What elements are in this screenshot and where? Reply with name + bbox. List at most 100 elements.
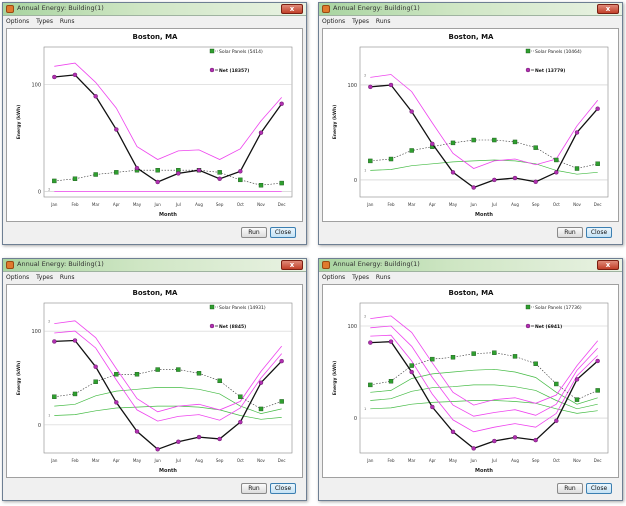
x-tick-label: Oct bbox=[553, 202, 560, 207]
solar-point bbox=[52, 178, 57, 184]
solar-point bbox=[533, 145, 538, 150]
net-point bbox=[93, 94, 98, 99]
chart-title: Boston, MA bbox=[449, 33, 495, 41]
solar-point bbox=[279, 399, 284, 404]
energy-chart: Boston, MA 0 100 Jan Feb Mar Apr May Jun Jul Aug Se… bbox=[16, 289, 293, 474]
window-titlebar[interactable]: Annual Energy: Building(1) x bbox=[319, 3, 622, 16]
series-line-solar bbox=[370, 352, 598, 400]
solar-point bbox=[368, 382, 373, 388]
menu-runs[interactable]: Runs bbox=[375, 18, 391, 25]
run-button[interactable]: Run bbox=[241, 227, 267, 238]
solar-point bbox=[258, 406, 264, 412]
menu-options[interactable]: Options bbox=[6, 18, 30, 25]
solar-point bbox=[52, 394, 57, 399]
chart-title: Boston, MA bbox=[133, 33, 179, 41]
menu-types[interactable]: Types bbox=[352, 18, 369, 25]
window-titlebar[interactable]: Annual Energy: Building(1) x bbox=[319, 259, 622, 272]
menu-options[interactable]: Options bbox=[322, 18, 346, 25]
y-axis-label: Energy (kWh) bbox=[16, 361, 22, 396]
legend-solar-label: Solar Panels (17736) bbox=[535, 305, 582, 311]
net-point bbox=[72, 338, 78, 343]
menu-runs[interactable]: Runs bbox=[59, 274, 75, 281]
net-point bbox=[238, 419, 243, 425]
x-tick-label: May bbox=[449, 202, 458, 207]
close-button[interactable]: Close bbox=[270, 483, 296, 494]
series-number-label: 2 bbox=[364, 73, 366, 77]
x-tick-label: Oct bbox=[237, 458, 244, 463]
x-tick-label: Sep bbox=[216, 202, 224, 207]
net-point bbox=[554, 170, 559, 175]
solar-point bbox=[238, 394, 243, 399]
window-close-icon[interactable]: x bbox=[597, 4, 619, 14]
solar-point bbox=[492, 137, 497, 143]
close-button[interactable]: Close bbox=[586, 227, 612, 238]
plot-frame bbox=[43, 46, 293, 198]
menu-types[interactable]: Types bbox=[352, 274, 369, 281]
net-point bbox=[279, 358, 284, 364]
series-line-net bbox=[370, 84, 599, 189]
window-close-icon[interactable]: x bbox=[281, 260, 303, 270]
net-point bbox=[492, 177, 497, 183]
app-icon bbox=[322, 261, 330, 269]
run-button[interactable]: Run bbox=[241, 483, 267, 494]
menu-runs[interactable]: Runs bbox=[375, 274, 391, 281]
run-button[interactable]: Run bbox=[557, 227, 583, 238]
legend-net-swatch bbox=[209, 67, 215, 73]
solar-point bbox=[279, 180, 284, 186]
net-point bbox=[595, 358, 600, 364]
menu-runs[interactable]: Runs bbox=[59, 18, 75, 25]
menu-types[interactable]: Types bbox=[36, 18, 53, 25]
close-button[interactable]: Close bbox=[586, 483, 612, 494]
run-button[interactable]: Run bbox=[557, 483, 583, 494]
solar-point bbox=[388, 379, 394, 384]
energy-window-1: Annual Energy: Building(1) x Options Typ… bbox=[2, 2, 307, 245]
solar-point bbox=[217, 170, 222, 175]
energy-window-2: Annual Energy: Building(1) x Options Typ… bbox=[318, 2, 623, 245]
net-point bbox=[238, 169, 243, 174]
series-line-net bbox=[370, 341, 599, 450]
x-tick-label: Apr bbox=[113, 202, 120, 207]
series-number-label: 1 bbox=[364, 407, 366, 411]
y-axis-label: Energy (kWh) bbox=[16, 105, 22, 140]
x-tick-label: May bbox=[449, 458, 458, 463]
solar-point bbox=[196, 371, 202, 376]
y-tick-label: 100 bbox=[31, 329, 41, 335]
net-point bbox=[450, 429, 456, 435]
net-point bbox=[471, 446, 476, 451]
solar-point bbox=[595, 388, 600, 393]
y-tick-label: 0 bbox=[38, 190, 41, 196]
net-point bbox=[258, 380, 264, 385]
net-point bbox=[155, 447, 160, 452]
solar-point bbox=[554, 157, 559, 163]
window-close-icon[interactable]: x bbox=[281, 4, 303, 14]
plot-frame bbox=[359, 302, 609, 454]
x-tick-label: Jan bbox=[366, 458, 374, 463]
close-button[interactable]: Close bbox=[270, 227, 296, 238]
x-tick-label: Apr bbox=[429, 202, 436, 207]
menu-options[interactable]: Options bbox=[6, 274, 30, 281]
menu-types[interactable]: Types bbox=[36, 274, 53, 281]
net-point bbox=[155, 179, 160, 185]
series-line-solar-thin bbox=[54, 387, 282, 414]
solar-point bbox=[450, 355, 456, 360]
solar-point bbox=[72, 391, 78, 397]
legend-solar-label: Solar Panels (10464) bbox=[535, 49, 582, 55]
solar-point bbox=[471, 137, 476, 143]
window-titlebar[interactable]: Annual Energy: Building(1) x bbox=[3, 3, 306, 16]
y-tick-label: 100 bbox=[347, 83, 357, 89]
menu-bar: Options Types Runs bbox=[319, 273, 622, 283]
x-tick-label: Feb bbox=[387, 202, 395, 207]
plot-frame bbox=[43, 302, 293, 454]
x-tick-label: May bbox=[133, 202, 142, 207]
x-tick-label: Oct bbox=[553, 458, 560, 463]
x-tick-label: Mar bbox=[92, 458, 100, 463]
menu-options[interactable]: Options bbox=[322, 274, 346, 281]
legend-solar-label: Solar Panels (14931) bbox=[219, 305, 266, 311]
x-tick-label: Jul bbox=[175, 458, 181, 463]
x-tick-label: Nov bbox=[257, 202, 265, 207]
x-tick-label: Jun bbox=[470, 458, 478, 463]
window-titlebar[interactable]: Annual Energy: Building(1) x bbox=[3, 259, 306, 272]
y-tick-label: 0 bbox=[354, 416, 357, 422]
window-close-icon[interactable]: x bbox=[597, 260, 619, 270]
net-point bbox=[409, 369, 414, 375]
